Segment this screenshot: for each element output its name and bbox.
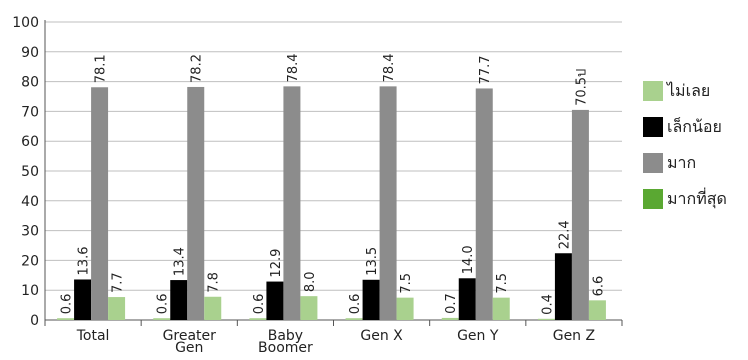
y-tick-label: 60: [21, 134, 39, 150]
bar: [266, 281, 284, 320]
y-tick-label: 30: [21, 224, 39, 240]
data-label: 8.0: [303, 271, 318, 292]
legend-item-most: มากที่สุด: [643, 188, 727, 210]
y-tick-label: 50: [21, 164, 39, 180]
legend-item-none: ไม่เลย: [643, 80, 727, 102]
y-tick-label: 40: [21, 194, 39, 210]
x-tick-label: Gen: [175, 340, 203, 356]
y-tick-label: 80: [21, 75, 39, 91]
x-tick-label: Baby: [268, 328, 303, 344]
data-label: 7.5: [495, 273, 510, 294]
bar: [153, 318, 171, 320]
data-label: 0.6: [252, 294, 267, 315]
bar: [57, 318, 75, 320]
data-label: 7.5: [399, 273, 414, 294]
data-label: 78.4: [382, 53, 397, 82]
data-label: 70.5ป: [574, 69, 589, 106]
x-tick-label: Total: [76, 328, 110, 344]
data-label: 14.0: [461, 245, 476, 274]
bar: [249, 318, 267, 320]
bar: [537, 318, 555, 320]
x-tick-label: Gen Z: [553, 328, 595, 344]
legend-item-slightly: เล็กน้อย: [643, 116, 727, 138]
bar: [441, 317, 459, 320]
bar: [300, 296, 318, 320]
data-label: 12.9: [269, 249, 284, 278]
bar: [588, 300, 606, 320]
data-label: 7.7: [111, 272, 126, 293]
legend-item-much: มาก: [643, 152, 727, 174]
x-tick-label: Gen Y: [457, 328, 499, 344]
legend-swatch: [643, 117, 663, 137]
data-label: 7.8: [207, 272, 222, 293]
data-label: 0.4: [540, 294, 555, 315]
bar: [492, 297, 510, 320]
y-tick-label: 20: [21, 253, 39, 269]
legend-swatch: [643, 189, 663, 209]
data-label: 6.6: [591, 276, 606, 297]
data-label: 0.6: [348, 294, 363, 315]
bar: [91, 87, 109, 321]
bar: [571, 109, 589, 320]
bar: [475, 88, 493, 320]
legend-swatch: [643, 81, 663, 101]
data-label: 78.4: [286, 53, 301, 82]
legend-swatch: [643, 153, 663, 173]
y-tick-label: 10: [21, 283, 39, 299]
y-tick-label: 0: [30, 313, 39, 329]
x-tick-label: Boomer: [258, 340, 313, 356]
x-tick-label: Greater: [163, 328, 217, 344]
data-label: 13.5: [365, 247, 380, 276]
legend: ไม่เลย เล็กน้อย มาก มากที่สุด: [643, 80, 727, 224]
legend-label: มากที่สุด: [667, 188, 727, 208]
bar-chart: 0 10 20 30 40 50 60 70 80 90 100 0.6 13.6 78.1 7.7 Tota…: [12, 15, 623, 356]
bar: [108, 297, 126, 320]
bar: [396, 297, 414, 320]
bar: [187, 86, 205, 321]
bar: [283, 86, 301, 320]
bar: [74, 279, 92, 320]
y-tick-label: 90: [21, 45, 39, 61]
x-tick-label: Gen X: [360, 328, 403, 344]
bar: [362, 279, 380, 320]
bar: [204, 296, 222, 320]
data-label: 77.7: [478, 56, 493, 85]
bar: [458, 278, 476, 320]
legend-label: ไม่เลย: [667, 80, 711, 100]
y-tick-label: 70: [21, 104, 39, 120]
data-label: 13.4: [173, 247, 188, 276]
data-label: 78.2: [190, 54, 205, 83]
y-tick-label: 100: [12, 15, 39, 31]
data-label: 22.4: [557, 220, 572, 249]
data-label: 13.6: [77, 247, 92, 276]
data-label: 0.7: [444, 293, 459, 314]
bar: [345, 318, 363, 320]
legend-label: มาก: [667, 152, 697, 172]
data-label: 0.6: [60, 294, 75, 315]
data-label: 78.1: [94, 54, 109, 83]
data-label: 0.6: [156, 294, 171, 315]
bar: [554, 253, 572, 320]
bar: [379, 86, 397, 320]
legend-label: เล็กน้อย: [667, 116, 722, 136]
bar: [170, 280, 188, 320]
